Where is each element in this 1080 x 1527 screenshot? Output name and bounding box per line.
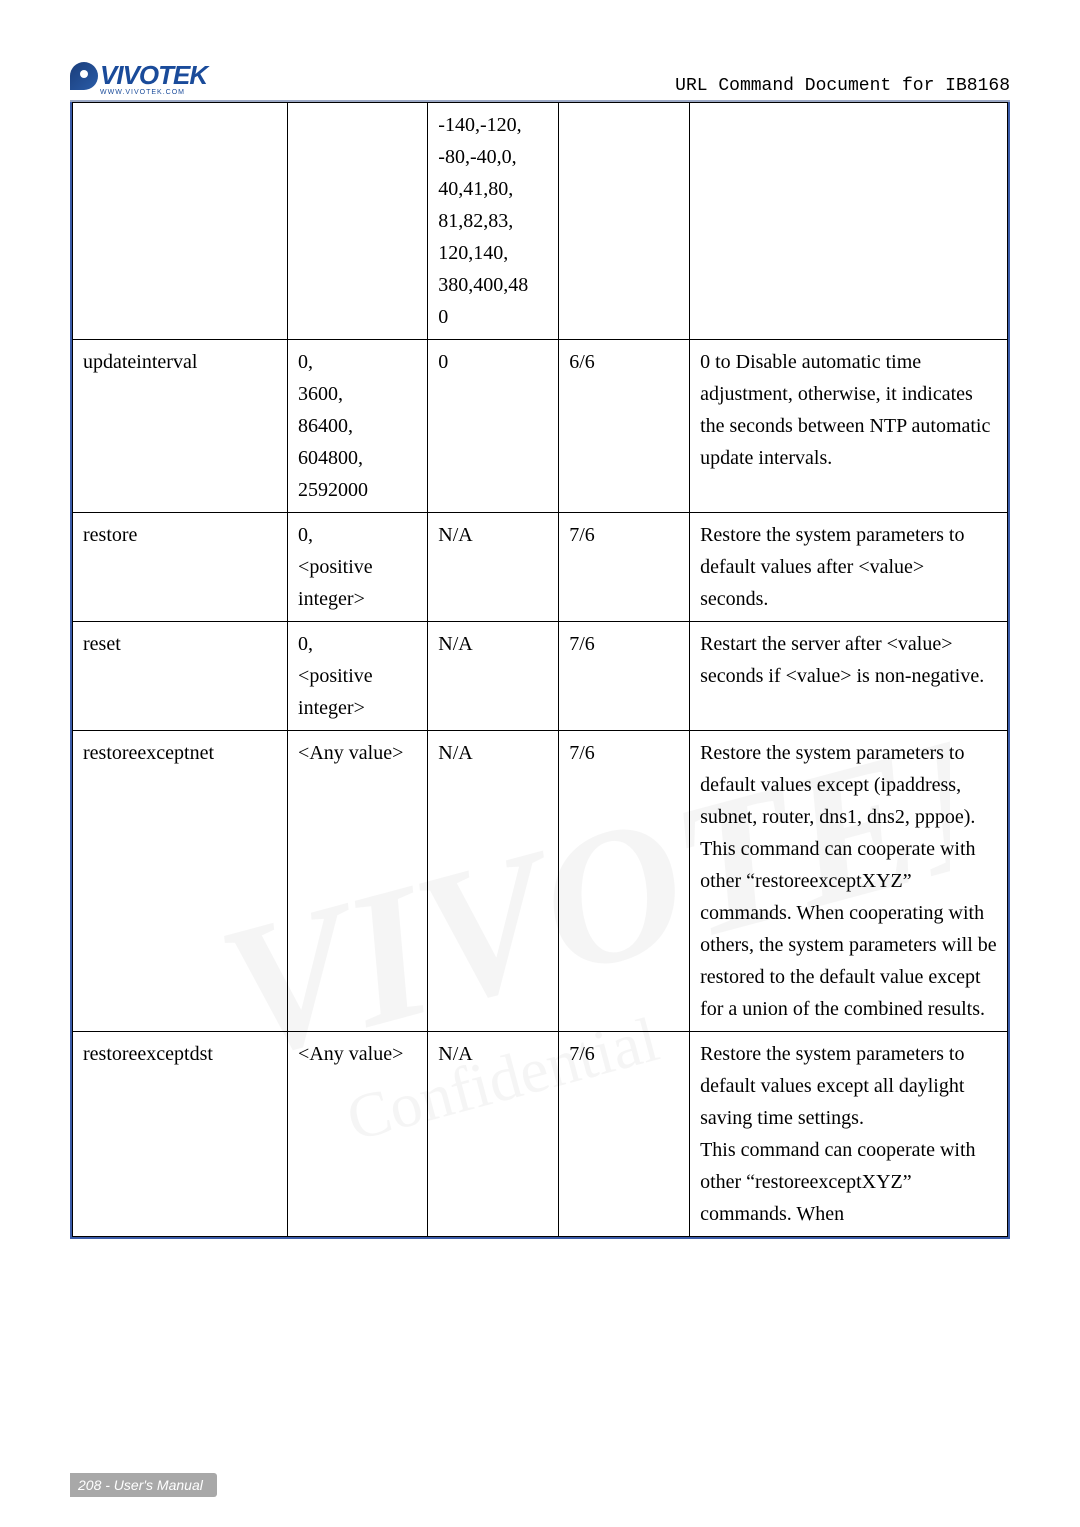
cell-desc: Restore the system parameters to default… [690,513,1008,622]
cell-security: 7/6 [559,1032,690,1237]
page-header: VIVOTEK WWW.VIVOTEK.COM URL Command Docu… [70,60,1010,102]
logo-text: VIVOTEK [100,60,207,91]
cell-desc: Restore the system parameters to default… [690,1032,1008,1237]
table-row: restore0, <positive integer>N/A7/6Restor… [73,513,1008,622]
parameter-table-wrap: -140,-120, -80,-40,0, 40,41,80, 81,82,83… [70,102,1010,1239]
cell-name: restoreexceptnet [73,731,288,1032]
cell-name [73,103,288,340]
table-row: restoreexceptnet<Any value>N/A7/6Restore… [73,731,1008,1032]
cell-name: reset [73,622,288,731]
cell-value: 0, 3600, 86400, 604800, 2592000 [288,340,428,513]
cell-security [559,103,690,340]
cell-value: 0, <positive integer> [288,622,428,731]
cell-name: updateinterval [73,340,288,513]
cell-desc: Restore the system parameters to default… [690,731,1008,1032]
cell-desc: 0 to Disable automatic time adjustment, … [690,340,1008,513]
cell-value: 0, <positive integer> [288,513,428,622]
cell-value [288,103,428,340]
table-row: reset0, <positive integer>N/A7/6Restart … [73,622,1008,731]
cell-desc: Restart the server after <value> seconds… [690,622,1008,731]
cell-security: 7/6 [559,731,690,1032]
table-row: updateinterval0, 3600, 86400, 604800, 25… [73,340,1008,513]
cell-default: N/A [428,622,559,731]
page-footer: 208 - User's Manual [70,1473,217,1497]
cell-value: <Any value> [288,1032,428,1237]
parameter-table: -140,-120, -80,-40,0, 40,41,80, 81,82,83… [72,102,1008,1237]
cell-default: N/A [428,731,559,1032]
cell-security: 7/6 [559,622,690,731]
cell-default: -140,-120, -80,-40,0, 40,41,80, 81,82,83… [428,103,559,340]
cell-name: restore [73,513,288,622]
table-row: restoreexceptdst<Any value>N/A7/6Restore… [73,1032,1008,1237]
cell-name: restoreexceptdst [73,1032,288,1237]
document-title: URL Command Document for IB8168 [675,76,1010,96]
cell-default: 0 [428,340,559,513]
cell-security: 6/6 [559,340,690,513]
cell-desc [690,103,1008,340]
logo-icon [70,62,98,90]
cell-default: N/A [428,1032,559,1237]
cell-default: N/A [428,513,559,622]
logo: VIVOTEK [70,60,207,91]
cell-value: <Any value> [288,731,428,1032]
cell-security: 7/6 [559,513,690,622]
table-row: -140,-120, -80,-40,0, 40,41,80, 81,82,83… [73,103,1008,340]
